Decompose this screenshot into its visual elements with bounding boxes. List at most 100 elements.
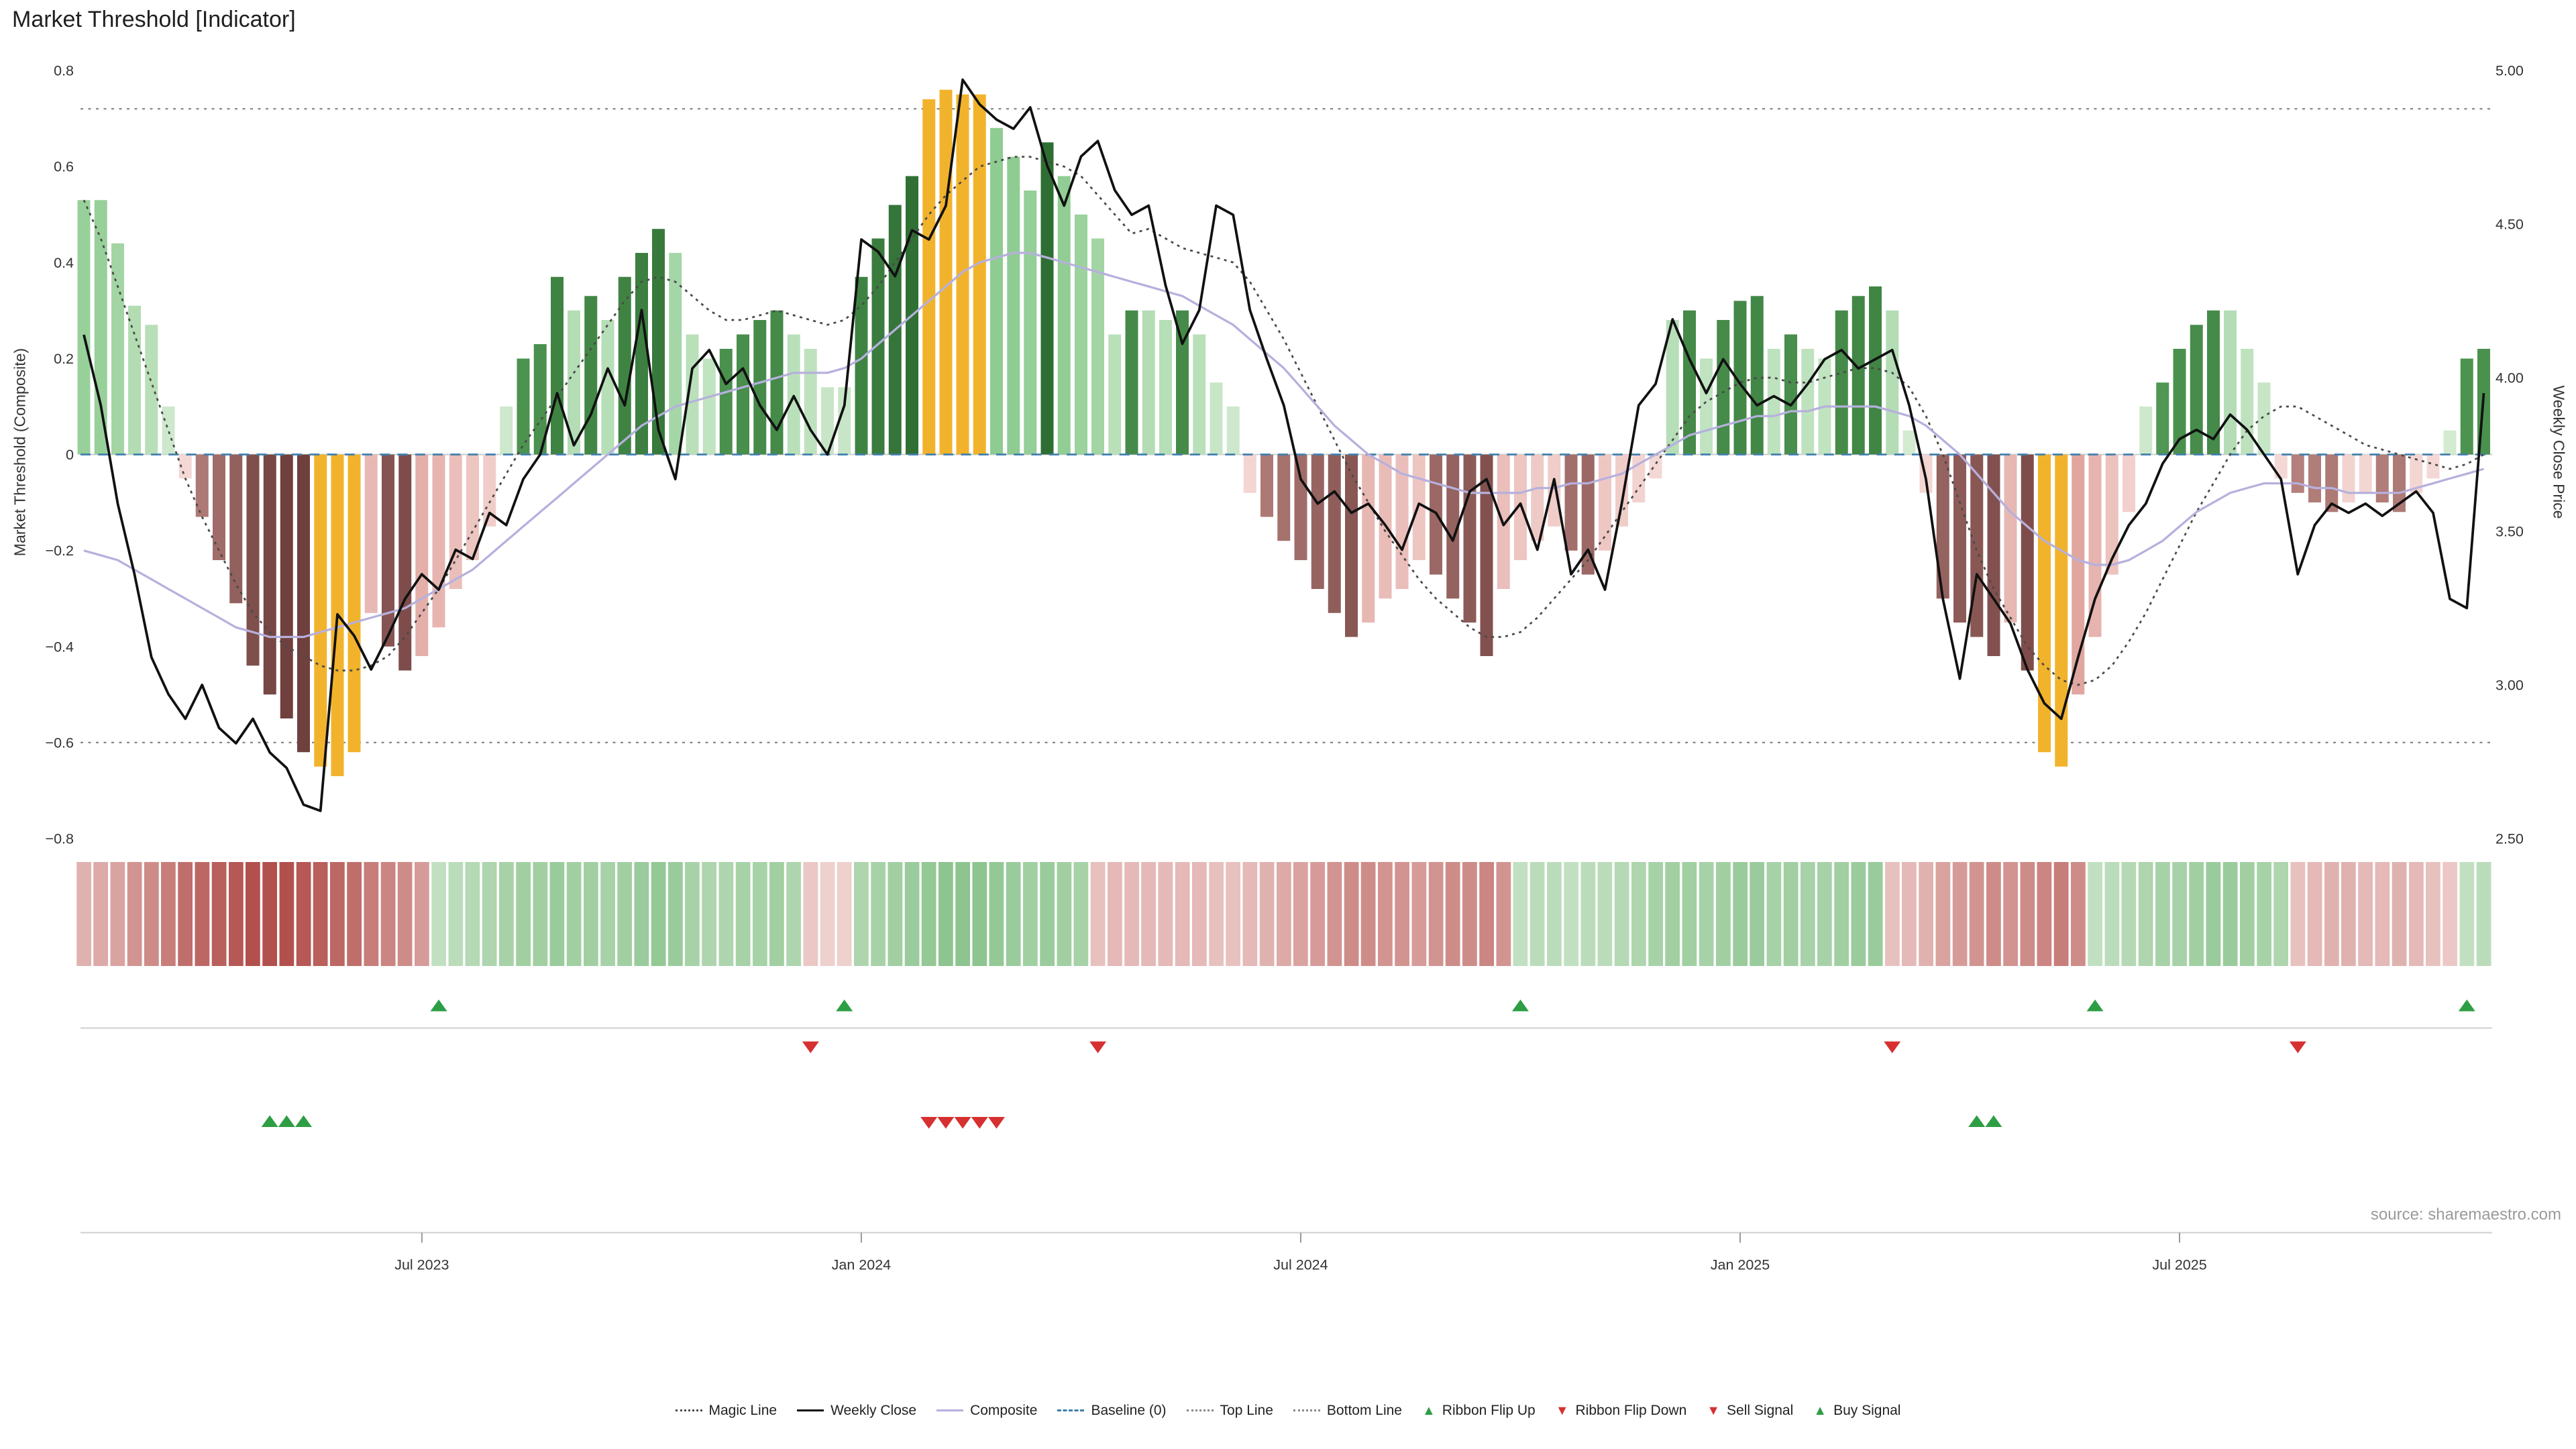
ribbon-cell <box>2121 862 2137 966</box>
ribbon-cell <box>668 862 683 966</box>
ribbon-cell <box>1580 862 1596 966</box>
threshold-bar <box>2274 454 2288 479</box>
threshold-bar <box>2021 454 2034 671</box>
legend-item: Bottom Line <box>1293 1403 1402 1419</box>
threshold-bar <box>517 358 530 455</box>
threshold-bar <box>2460 358 2473 455</box>
ribbon-cell <box>1801 862 1815 966</box>
ribbon-cell <box>1648 862 1663 966</box>
ribbon-cell <box>955 862 970 966</box>
threshold-bar <box>128 305 141 455</box>
ribbon-cell <box>499 862 514 966</box>
triangle-up-icon: ▲ <box>1422 1403 1436 1418</box>
threshold-bar <box>2359 454 2372 493</box>
sell-signal-marker <box>937 1117 955 1129</box>
threshold-bar <box>2291 454 2304 493</box>
ribbon-cell <box>1597 862 1613 966</box>
legend-item: Magic Line <box>675 1403 777 1419</box>
price-axis-tick-label: 3.00 <box>2496 678 2524 694</box>
threshold-bar <box>94 200 107 455</box>
ribbon-cell <box>2375 862 2390 966</box>
threshold-bar <box>719 349 733 455</box>
threshold-bar <box>990 127 1003 455</box>
ribbon-cell <box>1344 862 1359 966</box>
legend-item: Weekly Close <box>797 1403 916 1419</box>
solid-line-icon <box>936 1409 964 1412</box>
threshold-bar <box>2410 454 2423 493</box>
ribbon-cell <box>2053 862 2069 966</box>
ribbon-cell <box>2341 862 2356 966</box>
ribbon-cell <box>786 862 801 966</box>
ribbon-cell <box>718 862 734 966</box>
legend-item: ▼ Sell Signal <box>1707 1403 1793 1419</box>
ribbon-cell <box>1006 862 1021 966</box>
threshold-bar <box>1007 156 1020 455</box>
y-axis-tick-label: 0.8 <box>54 63 74 79</box>
ribbon-cell <box>2206 862 2221 966</box>
ribbon-cell <box>296 862 311 966</box>
threshold-bar <box>2156 382 2169 455</box>
ribbon-cell <box>1360 862 1376 966</box>
ribbon-cell <box>2189 862 2204 966</box>
threshold-bar <box>601 320 614 455</box>
ribbon-cell <box>1716 862 1731 966</box>
ribbon-cell <box>769 862 784 966</box>
threshold-bar <box>753 320 767 455</box>
ribbon-cell <box>1411 862 1427 966</box>
threshold-bar <box>956 94 969 455</box>
ribbon-cell <box>921 862 936 966</box>
threshold-bar <box>2190 325 2203 455</box>
threshold-bar <box>1581 454 1595 575</box>
x-axis-tick-label: Jan 2025 <box>1711 1257 1770 1273</box>
ribbon-cell <box>1952 862 1968 966</box>
ribbon-cell <box>1682 862 1697 966</box>
buy-signal-marker <box>261 1115 278 1127</box>
threshold-bar <box>2325 454 2339 513</box>
weekly-close-line <box>83 78 2485 812</box>
threshold-bar <box>702 358 716 455</box>
ribbon-cell <box>1428 862 1444 966</box>
legend-item-label: Sell Signal <box>1727 1402 1794 1418</box>
threshold-bar <box>2139 407 2153 455</box>
threshold-bar <box>973 94 986 455</box>
threshold-bar <box>1531 454 1544 541</box>
buy-signal-marker <box>278 1115 295 1127</box>
triangle-up-icon: ▲ <box>1813 1403 1827 1418</box>
ribbon-cell <box>1259 862 1275 966</box>
threshold-bar <box>1446 454 1460 599</box>
right-axis-label: Weekly Close Price <box>2550 385 2568 519</box>
ribbon-cell <box>380 862 396 966</box>
threshold-bar <box>1683 310 1696 455</box>
threshold-bar <box>1040 142 1054 455</box>
ribbon-cell <box>1766 862 1782 966</box>
ribbon-cell <box>2443 862 2457 966</box>
ribbon-flip-up-marker <box>2086 1000 2104 1012</box>
threshold-bar <box>1362 454 1375 623</box>
threshold-bar <box>1784 334 1797 455</box>
ribbon-cell <box>888 862 903 966</box>
ribbon-flip-up-marker <box>2458 1000 2475 1012</box>
ribbon-cell <box>1124 862 1139 966</box>
ribbon-cell <box>2409 862 2424 966</box>
threshold-bar <box>1733 301 1747 455</box>
x-axis-tick-label: Jul 2025 <box>2152 1257 2206 1273</box>
threshold-bar <box>1210 382 1223 455</box>
price-axis-tick-label: 4.50 <box>2496 217 2524 233</box>
threshold-bar <box>1311 454 1324 589</box>
threshold-bar <box>2088 454 2102 637</box>
ribbon-cell <box>2104 862 2120 966</box>
ribbon-cell <box>634 862 649 966</box>
ribbon-cell <box>837 862 852 966</box>
ribbon-cell <box>178 862 193 966</box>
threshold-bar <box>382 454 394 647</box>
threshold-bar <box>1514 454 1527 560</box>
legend-item: Baseline (0) <box>1057 1403 1167 1419</box>
buy-signal-marker <box>1968 1115 1986 1127</box>
ribbon-cell <box>1310 862 1325 966</box>
ribbon-cell <box>127 862 142 966</box>
ribbon-cell <box>431 862 446 966</box>
y-axis-tick-label: −0.6 <box>46 735 74 751</box>
threshold-bar <box>737 334 749 455</box>
threshold-bar <box>229 454 243 604</box>
